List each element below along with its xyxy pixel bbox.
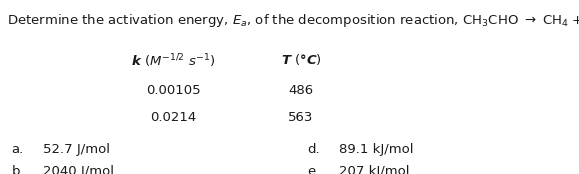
- Text: 207 kJ/mol: 207 kJ/mol: [339, 165, 409, 174]
- Text: 0.00105: 0.00105: [146, 84, 201, 97]
- Text: 2040 J/mol: 2040 J/mol: [43, 165, 115, 174]
- Text: 52.7 J/mol: 52.7 J/mol: [43, 143, 111, 156]
- Text: d.: d.: [307, 143, 320, 156]
- Text: e.: e.: [307, 165, 319, 174]
- Text: $\boldsymbol{k}$ ($\boldsymbol{M^{-1/2}}$ $\boldsymbol{s^{-1}}$): $\boldsymbol{k}$ ($\boldsymbol{M^{-1/2}}…: [131, 52, 216, 70]
- Text: Determine the activation energy, $E_a$, of the decomposition reaction, CH$_3$CHO: Determine the activation energy, $E_a$, …: [7, 12, 579, 29]
- Text: 89.1 kJ/mol: 89.1 kJ/mol: [339, 143, 413, 156]
- Text: 486: 486: [288, 84, 314, 97]
- Text: $\boldsymbol{T}$ ($\boldsymbol{°C}$): $\boldsymbol{T}$ ($\boldsymbol{°C}$): [281, 52, 321, 67]
- Text: 0.0214: 0.0214: [151, 111, 197, 124]
- Text: a.: a.: [12, 143, 24, 156]
- Text: b.: b.: [12, 165, 24, 174]
- Text: 563: 563: [288, 111, 314, 124]
